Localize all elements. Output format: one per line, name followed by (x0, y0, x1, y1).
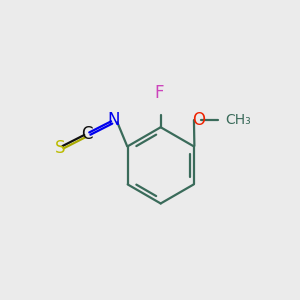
Text: C: C (81, 125, 92, 143)
Text: O: O (192, 111, 205, 129)
Text: F: F (155, 84, 164, 102)
Text: N: N (107, 111, 120, 129)
Text: CH₃: CH₃ (225, 113, 251, 127)
Text: S: S (55, 139, 65, 157)
